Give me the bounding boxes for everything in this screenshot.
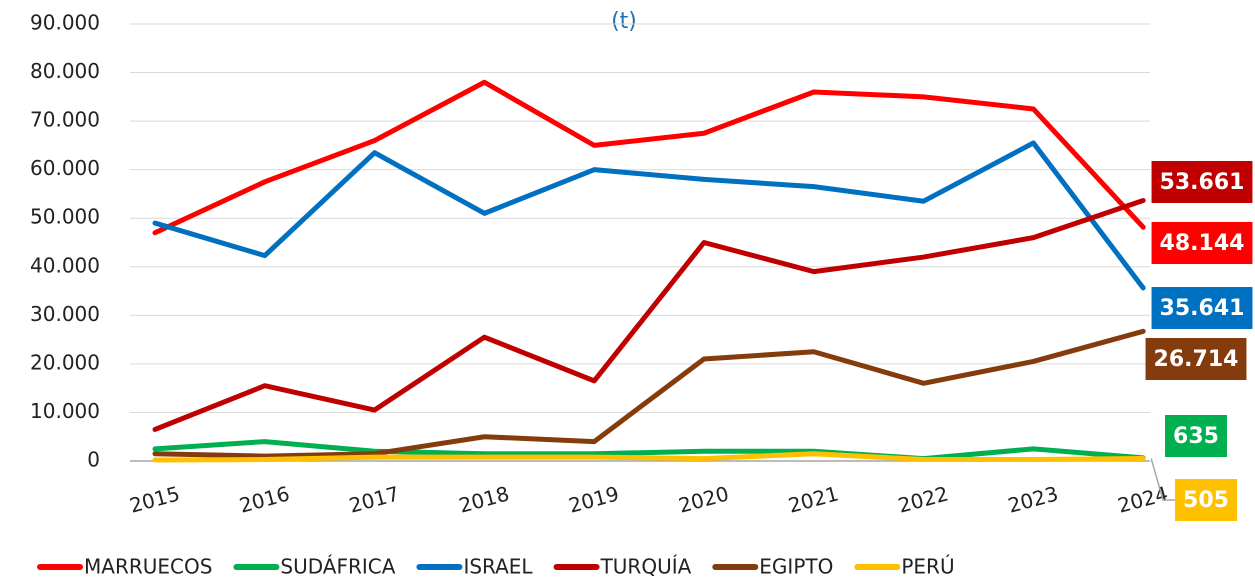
data-label-box	[1151, 161, 1253, 203]
series-line	[152, 328, 1146, 459]
legend-label: ISRAEL	[463, 555, 533, 579]
legend-label: EGIPTO	[759, 555, 833, 579]
x-tick-label: 2019	[566, 481, 621, 517]
data-label-box	[1151, 287, 1253, 329]
data-label: 505	[1175, 479, 1237, 521]
x-tick-label: 2016	[237, 481, 292, 517]
x-tick-label: 2015	[127, 481, 182, 517]
y-tick-label: 20.000	[30, 350, 100, 374]
x-tick-label: 2022	[896, 481, 951, 517]
x-tick-label: 2018	[456, 481, 511, 517]
data-label-box	[1151, 222, 1253, 264]
x-tick-label: 2017	[347, 481, 402, 517]
y-tick-label: 30.000	[30, 302, 100, 326]
data-label: 35.641	[1151, 287, 1253, 329]
data-label-box	[1175, 479, 1237, 521]
chart-title: (t)	[611, 9, 637, 34]
data-label: 635	[1165, 415, 1227, 457]
y-tick-label: 70.000	[30, 108, 100, 132]
y-tick-label: 90.000	[30, 11, 100, 35]
data-label: 53.661	[1151, 161, 1253, 203]
y-tick-label: 10.000	[30, 399, 100, 423]
data-label-box	[1145, 338, 1247, 380]
x-tick-label: 2020	[676, 481, 731, 517]
data-label-text: 505	[1183, 488, 1229, 513]
series-line	[152, 451, 1146, 463]
data-label-text: 26.714	[1154, 347, 1239, 372]
data-label-box	[1165, 415, 1227, 457]
y-tick-label: 60.000	[30, 156, 100, 180]
leader-line	[1150, 458, 1176, 501]
data-label-text: 35.641	[1160, 296, 1245, 321]
series-line	[152, 197, 1146, 432]
data-label: 48.144	[1151, 222, 1253, 264]
legend-label: MARRUECOS	[84, 555, 212, 579]
data-label: 26.714	[1145, 338, 1247, 380]
data-label-text: 48.144	[1160, 231, 1245, 256]
y-tick-label: 50.000	[30, 205, 100, 229]
y-tick-label: 80.000	[30, 59, 100, 83]
legend-label: TURQUÍA	[600, 555, 692, 579]
series-line	[152, 439, 1146, 462]
series-line	[152, 79, 1146, 236]
x-tick-label: 2021	[786, 481, 841, 517]
y-tick-label: 0	[87, 448, 100, 472]
data-label-text: 53.661	[1160, 170, 1245, 195]
y-tick-label: 40.000	[30, 253, 100, 277]
legend-label: SUDÁFRICA	[280, 555, 395, 579]
series-line	[152, 140, 1146, 291]
x-tick-label: 2023	[1005, 481, 1060, 517]
data-label-text: 635	[1173, 424, 1219, 449]
legend-label: PERÚ	[901, 555, 954, 579]
